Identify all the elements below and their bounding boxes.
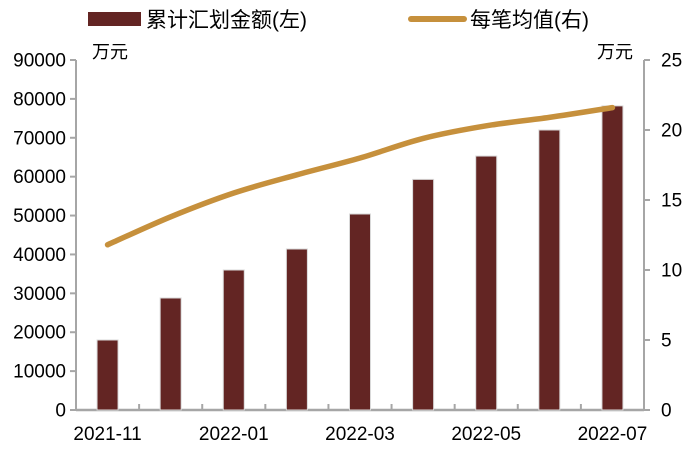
bar [349,213,371,411]
left-axis-tick-label: 60000 [13,167,66,188]
left-axis-tick-label: 10000 [13,362,66,383]
right-axis-tick-label: 5 [661,331,672,352]
left-axis-tick-label: 80000 [13,89,66,110]
x-axis-tick-label: 2022-03 [325,424,395,445]
left-axis-tick-label: 20000 [13,323,66,344]
bar [159,297,182,411]
right-axis-unit-label: 万元 [597,42,633,62]
legend-line-label: 每笔均值(右) [470,9,589,32]
line-series [104,104,616,248]
bar [222,269,245,411]
left-axis-tick-label: 70000 [13,128,66,149]
bar [475,155,498,411]
left-axis-tick-labels: 0 10000 20000 30000 40000 50000 60000 70000 8000… [13,51,66,422]
x-axis-tick-label: 2022-07 [578,424,648,445]
bar [96,339,119,411]
left-axis-unit-label: 万元 [92,42,128,62]
x-axis-tick-label: 2022-01 [199,424,269,445]
left-axis-tick-label: 30000 [13,284,66,305]
bar-series [96,105,624,411]
bar [538,129,561,411]
bar [601,105,624,411]
right-axis-tick-label: 20 [661,121,682,142]
bar [412,178,435,411]
x-axis-tick-label: 2021-11 [73,424,141,445]
legend: 累计汇划金额(左) 每笔均值(右) [88,9,589,32]
legend-bar-label: 累计汇划金额(左) [146,9,307,32]
right-axis-tick-label: 15 [661,191,682,212]
left-axis-tick-label: 50000 [13,206,66,227]
left-axis-tick-label: 0 [55,401,66,422]
legend-bar-swatch [88,12,141,26]
x-axis-tick-labels: 2021-11 2022-01 2022-03 2022-05 2022-07 [73,424,647,445]
bar [285,248,308,411]
right-axis-tick-labels: 0 5 10 15 20 25 [661,51,682,422]
x-axis-tick-label: 2022-05 [451,424,521,445]
trend-line [104,104,616,248]
right-axis-tick-label: 0 [661,401,672,422]
left-axis-tick-label: 40000 [13,245,66,266]
left-axis-tick-label: 90000 [13,51,66,72]
right-axis-tick-label: 10 [661,261,682,282]
right-axis-tick-label: 25 [661,51,682,72]
